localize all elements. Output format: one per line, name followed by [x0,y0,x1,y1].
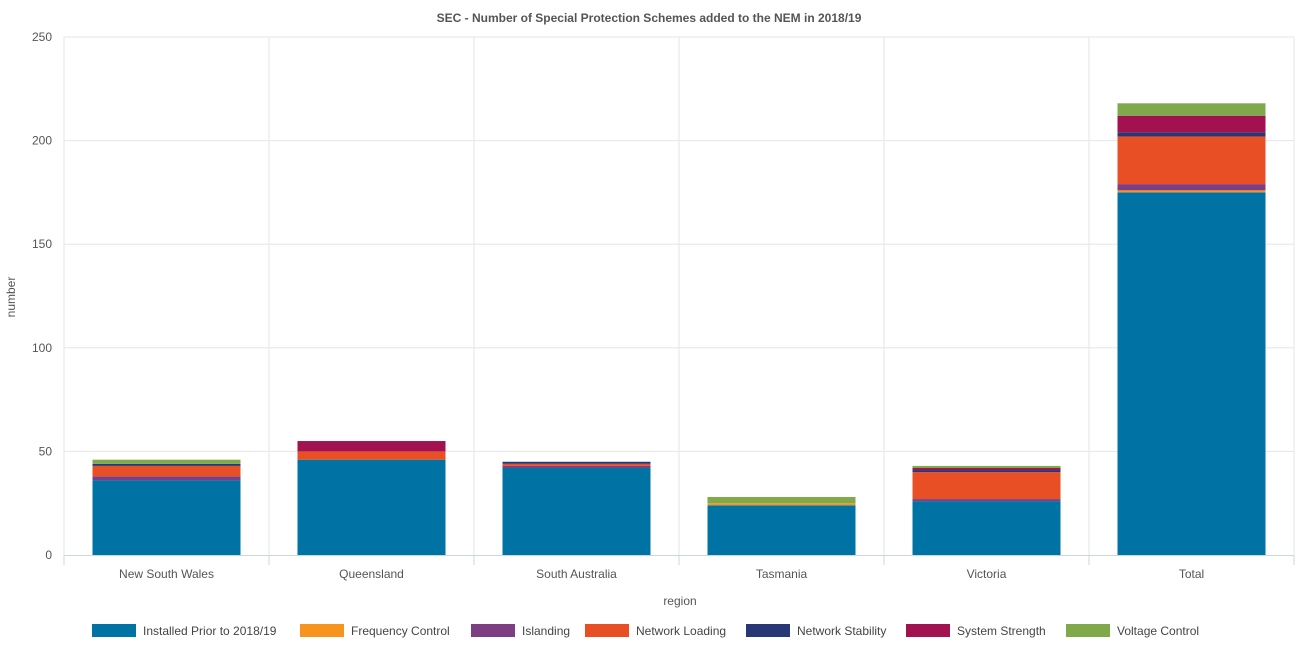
bar-segment[interactable] [1117,184,1266,191]
y-tick-label: 250 [32,30,52,44]
bar-segment[interactable] [707,496,856,504]
bar-segment[interactable] [502,467,651,555]
bar-segment[interactable] [912,467,1061,471]
bar-segment[interactable] [92,476,241,481]
bar-segment[interactable] [297,451,446,460]
chart-title: SEC - Number of Special Protection Schem… [437,11,862,25]
bar-segment[interactable] [1117,190,1266,193]
axes: 0 50 100 150 200 250 New South Wales Queensland… [32,30,1295,581]
bar-segment[interactable] [297,441,446,452]
legend-swatch [585,624,629,637]
y-tick-label: 150 [32,237,52,251]
x-tick-label: South Australia [536,567,617,581]
bar-segment[interactable] [1117,132,1266,137]
bar-segment[interactable] [912,465,1061,468]
bar-segment[interactable] [707,505,856,555]
legend-label: Islanding [522,624,570,638]
bar-segment[interactable] [92,463,241,466]
bar-segment[interactable] [92,459,241,464]
legend-item[interactable]: Network Loading [585,624,726,638]
bar-segment[interactable] [502,465,651,468]
y-tick-label: 200 [32,134,52,148]
y-tick-label: 100 [32,341,52,355]
legend-label: Frequency Control [351,624,450,638]
y-tick-label: 50 [39,444,53,458]
bar-segment[interactable] [912,472,1061,500]
bar-segment[interactable] [297,459,446,555]
x-tick-label: New South Wales [119,567,214,581]
x-tick-label: Tasmania [756,567,808,581]
y-axis-label: number [4,277,18,318]
bar-segment[interactable] [1117,103,1266,116]
bar-segment[interactable] [92,480,241,555]
bar-segment[interactable] [1117,192,1266,555]
legend-swatch [471,624,515,637]
bar-segment[interactable] [92,465,241,477]
legend-item[interactable]: Network Stability [746,624,886,638]
legend-label: Installed Prior to 2018/19 [143,624,277,638]
legend-label: Network Loading [636,624,726,638]
bar-segment[interactable] [912,499,1061,502]
x-tick-label: Victoria [967,567,1007,581]
x-tick-label: Total [1179,567,1204,581]
legend-swatch [1066,624,1110,637]
legend-item[interactable]: System Strength [906,624,1046,638]
legend-item[interactable]: Voltage Control [1066,624,1199,638]
legend-swatch [300,624,344,637]
bar-segment[interactable] [912,470,1061,473]
legend: Installed Prior to 2018/19 Frequency Cont… [92,624,1199,638]
legend-item[interactable]: Installed Prior to 2018/19 [92,624,277,638]
bar-segment[interactable] [912,501,1061,555]
legend-item[interactable]: Islanding [471,624,570,638]
y-tick-label: 0 [45,548,52,562]
bar-segment[interactable] [502,463,651,466]
legend-item[interactable]: Frequency Control [300,624,450,638]
bars [92,103,1266,555]
legend-swatch [746,624,790,637]
bar-segment[interactable] [502,461,651,464]
legend-swatch [92,624,136,637]
gridlines [63,36,1295,555]
bar-segment[interactable] [707,503,856,506]
bar-segment[interactable] [1117,136,1266,185]
x-tick-label: Queensland [339,567,404,581]
legend-label: System Strength [957,624,1046,638]
bar-segment[interactable] [1117,115,1266,133]
legend-swatch [906,624,950,637]
legend-label: Network Stability [797,624,886,638]
legend-label: Voltage Control [1117,624,1199,638]
x-axis-label: region [663,594,696,608]
